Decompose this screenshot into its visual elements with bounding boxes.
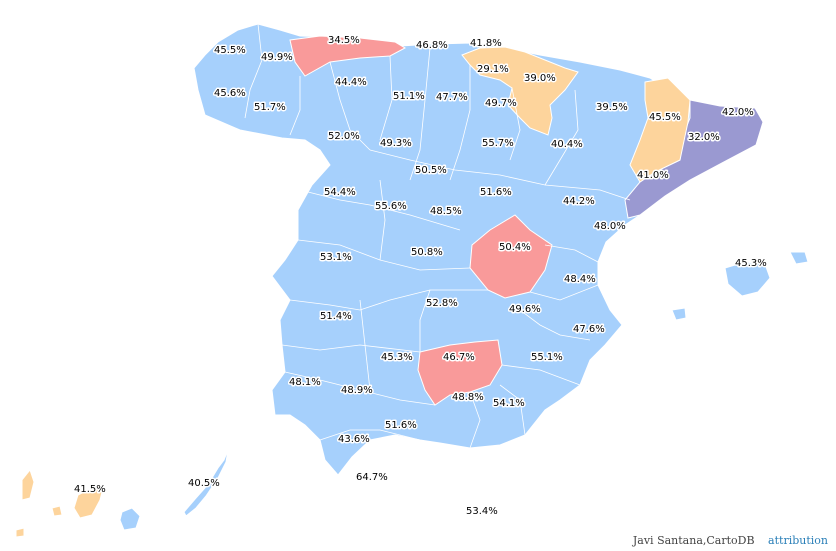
label-segovia: 50.5% <box>415 165 447 176</box>
label-ourense: 51.7% <box>254 102 286 113</box>
label-cordoba: 45.3% <box>381 352 413 363</box>
jaen-region[interactable] <box>417 339 503 406</box>
label-tarragona: 41.0% <box>637 170 669 181</box>
label-ceuta: 64.7% <box>356 472 388 483</box>
label-asturias: 34.5% <box>328 35 360 46</box>
lleida-region[interactable] <box>629 77 691 183</box>
label-bizkaia: 41.8% <box>470 38 502 49</box>
label-navarra: 39.0% <box>524 73 556 84</box>
label-las-palmas: 40.5% <box>188 478 220 489</box>
attribution-credit: Javi Santana,CartoDB <box>632 534 755 547</box>
label-burgos: 47.7% <box>436 92 468 103</box>
label-guadalajara: 51.6% <box>480 187 512 198</box>
label-castellon: 48.0% <box>594 221 626 232</box>
province-borders <box>244 23 631 449</box>
label-lleida: 45.5% <box>649 112 681 123</box>
label-gipuzkoa: 29.1% <box>477 64 509 75</box>
label-zaragoza: 40.4% <box>551 139 583 150</box>
label-soria: 55.7% <box>482 138 514 149</box>
label-melilla: 53.4% <box>466 506 498 517</box>
label-cantabria: 46.8% <box>416 40 448 51</box>
label-teruel: 44.2% <box>563 196 595 207</box>
baleares-islands[interactable] <box>671 251 809 321</box>
label-zamora: 52.0% <box>328 131 360 142</box>
label-la-rioja: 49.7% <box>485 98 517 109</box>
label-valladolid: 49.3% <box>380 138 412 149</box>
label-pontevedra: 45.6% <box>214 88 246 99</box>
map-attribution: Javi Santana,CartoDB attribution <box>633 534 828 547</box>
label-baleares: 45.3% <box>735 258 767 269</box>
label-malaga: 51.6% <box>385 420 417 431</box>
label-cuenca: 50.4% <box>499 242 531 253</box>
label-madrid: 48.5% <box>430 206 462 217</box>
label-palencia: 51.1% <box>393 91 425 102</box>
label-alicante: 47.6% <box>573 324 605 335</box>
label-jaen: 46.7% <box>443 352 475 363</box>
label-salamanca: 54.4% <box>324 187 356 198</box>
label-ciudad-real: 52.8% <box>426 298 458 309</box>
label-badajoz: 51.4% <box>320 311 352 322</box>
basque-navarra-region[interactable] <box>461 46 579 136</box>
label-valencia: 48.4% <box>564 274 596 285</box>
label-barcelona: 32.0% <box>688 132 720 143</box>
label-huelva: 48.1% <box>289 377 321 388</box>
label-granada: 48.8% <box>452 392 484 403</box>
land-outline <box>193 23 764 476</box>
label-a-coruna: 45.5% <box>214 45 246 56</box>
label-albacete: 49.6% <box>509 304 541 315</box>
label-caceres: 53.1% <box>320 252 352 263</box>
label-sevilla: 48.9% <box>341 385 373 396</box>
label-avila: 55.6% <box>375 201 407 212</box>
label-lugo: 49.9% <box>261 52 293 63</box>
label-huesca: 39.5% <box>596 102 628 113</box>
label-almeria: 54.1% <box>493 398 525 409</box>
canary-islands[interactable] <box>15 449 229 538</box>
label-cadiz: 43.6% <box>338 434 370 445</box>
attribution-link[interactable]: attribution <box>768 534 828 547</box>
label-toledo: 50.8% <box>411 247 443 258</box>
label-santa-cruz-tenerife: 41.5% <box>74 484 106 495</box>
value-labels: 45.5% 49.9% 34.5% 46.8% 41.8% 29.1% 39.0… <box>73 34 769 519</box>
label-leon: 44.4% <box>335 77 367 88</box>
label-murcia: 55.1% <box>531 352 563 363</box>
label-girona: 42.0% <box>722 107 754 118</box>
